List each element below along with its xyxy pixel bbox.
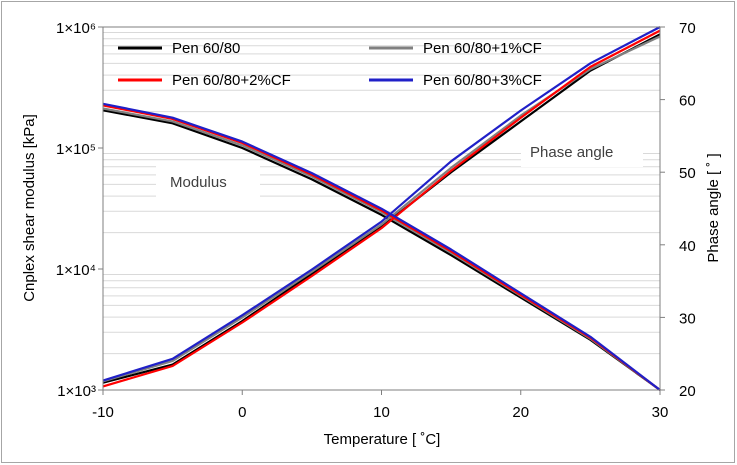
phase-angle-label-bg [521, 137, 643, 167]
y-tick-label: 1×10⁴ [56, 262, 96, 279]
legend-label: Pen 60/80+1%CF [423, 40, 542, 57]
y2-tick-label: 40 [679, 238, 696, 255]
y-tick-label: 1×10⁶ [56, 20, 96, 37]
annotation-phase-angle: Phase angle [530, 144, 613, 161]
annotation-modulus: Modulus [170, 174, 227, 191]
y2-tick-label: 30 [679, 310, 696, 327]
modulus-label-bg [156, 166, 260, 198]
legend-label: Pen 60/80+2%CF [172, 72, 291, 89]
x-tick-label: 30 [652, 404, 669, 421]
y2-tick-label: 60 [679, 93, 696, 110]
series-line-modulus-3 [102, 102, 661, 391]
series-group [102, 26, 661, 391]
x-axis-label: Temperature [ ˚C] [324, 431, 441, 448]
y2-tick-label: 20 [679, 383, 696, 400]
y2-tick-label: 50 [679, 165, 696, 182]
y2-axis-label: Phase angle [ ˚ ] [705, 153, 722, 262]
x-tick-label: 20 [512, 404, 529, 421]
series-line-phase-2 [102, 29, 661, 388]
ticks-group: -10 0 10 20 30 1×10³ 1×10⁴ 1×10⁵ 1×10⁶ 20 30 40 50 60… [56, 20, 696, 421]
y-tick-label: 1×10⁵ [56, 141, 96, 158]
legend: Pen 60/80 Pen 60/80+1%CF Pen 60/80+2%CF Pen… [118, 40, 542, 89]
x-tick-label: 0 [238, 404, 246, 421]
y-tick-label: 1×10³ [57, 383, 96, 400]
series-line-phase-3 [102, 26, 661, 382]
legend-label: Pen 60/80 [172, 40, 240, 57]
x-tick-label: 10 [373, 404, 390, 421]
y2-tick-label: 70 [679, 20, 696, 37]
x-tick-label: -10 [92, 404, 114, 421]
legend-label: Pen 60/80+3%CF [423, 72, 542, 89]
y-axis-label: Cnplex shear modulus [kPa] [21, 114, 38, 302]
